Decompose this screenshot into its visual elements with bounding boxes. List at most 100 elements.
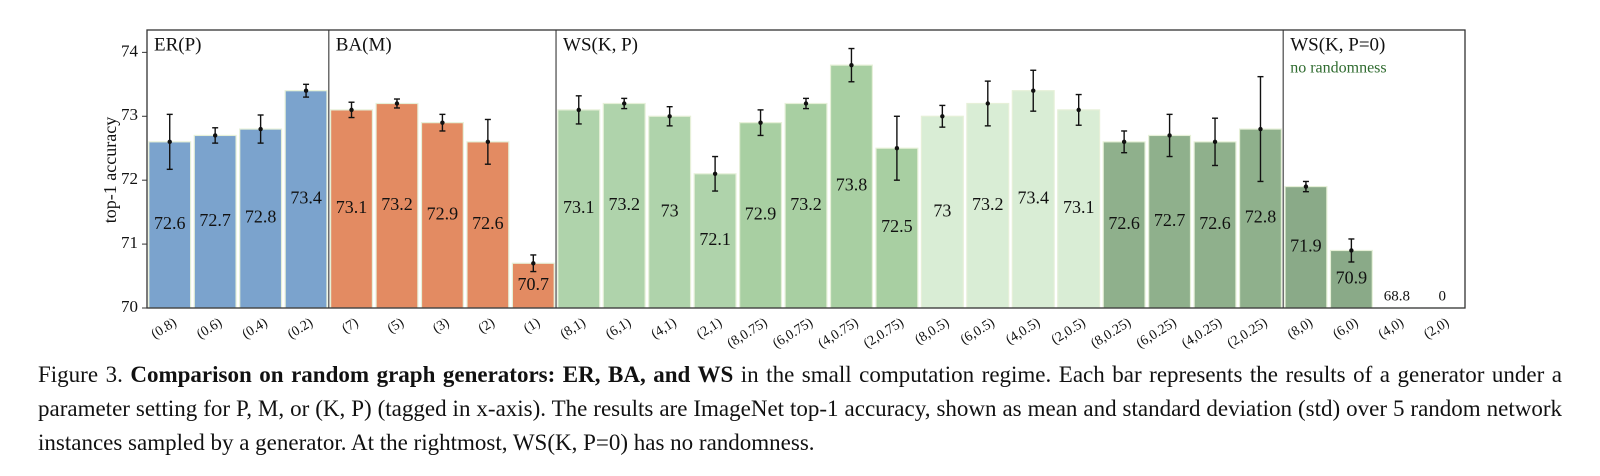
bar [784,102,828,308]
value-label: 73.4 [1017,187,1049,207]
mean-dot [258,126,263,132]
value-label: 72.1 [699,229,731,249]
x-tick-label: (0.2) [285,315,316,342]
y-tick-label: 70 [121,297,138,316]
mean-dot [803,101,809,106]
mean-dot [440,120,445,125]
x-tick-label: (6,0) [1331,315,1362,342]
mean-dot [485,139,491,145]
x-tick-label: (2,0.75) [861,315,907,351]
mean-dot [940,114,945,119]
panel-title: BA(M) [336,34,392,55]
x-tick-label: (8,0.25) [1088,315,1134,351]
x-tick-label: (4,0.75) [816,315,862,351]
x-tick-label: (8,0.75) [725,315,771,351]
value-label: 72.5 [881,216,913,236]
x-tick-label: (6,1) [603,315,634,342]
panel-title: WS(K, P=0) [1290,34,1385,55]
value-label: 71.9 [1290,235,1322,255]
bar [1057,109,1101,308]
value-label: 72.7 [199,210,231,230]
mean-dot [1031,88,1036,93]
plot-frame [146,29,1466,309]
bar [1011,90,1055,308]
mean-dot [394,101,400,106]
value-label: 70.9 [1336,267,1368,287]
value-label: 73.2 [608,194,640,214]
x-tick-label: (4,0.5) [1003,315,1043,348]
value-label: 72.8 [245,207,277,227]
bar [466,141,510,308]
mean-dot [212,133,218,138]
value-label: 73 [933,200,951,220]
value-label: 68.8 [1384,288,1410,304]
bar [648,115,692,308]
bar [1284,185,1328,308]
value-label: 73.2 [381,194,413,214]
bar [557,109,601,308]
mean-dot [1121,139,1127,145]
bar [193,134,237,308]
x-tick-label: (4,0) [1376,315,1407,342]
bar [375,102,419,308]
x-tick-label: (1) [521,315,543,337]
bar [239,128,283,308]
x-tick-label: (6,0.75) [770,315,816,351]
mean-dot [349,107,354,113]
x-tick-label: (2) [476,315,498,337]
panel-title: WS(K, P) [563,34,638,55]
bar [284,90,328,308]
value-label: 72.6 [472,213,504,233]
bar [420,122,464,308]
x-tick-label: (2,0.25) [1225,315,1271,351]
mean-dot [985,101,990,106]
y-tick-label: 74 [121,41,139,60]
x-tick-label: (0.8) [149,315,180,342]
value-label: 73.2 [790,194,822,214]
mean-dot [1076,107,1081,113]
mean-dot [758,120,763,125]
caption-text: in the small computation regime. Each ba… [38,362,1562,455]
value-label: 73.1 [336,197,368,217]
value-label: 70.7 [518,274,550,294]
x-tick-label: (8,1) [558,315,589,342]
bar [330,109,374,308]
caption-bold: Comparison on random graph generators: E… [130,362,734,387]
y-tick-label: 73 [121,105,138,124]
x-tick-label: (4,0.25) [1179,315,1225,351]
x-tick-label: (8,0) [1285,315,1316,342]
x-tick-label: (6,0.25) [1134,315,1180,351]
value-label: 73.2 [972,194,1004,214]
mean-dot [167,139,172,145]
x-tick-label: (2,1) [694,315,725,342]
mean-dot [712,171,718,176]
value-label: 72.8 [1245,207,1277,227]
value-label: 73.4 [290,187,322,207]
mean-dot [1258,126,1263,132]
x-tick-label: (0.6) [194,315,225,342]
mean-dot [576,107,581,113]
x-tick-label: (4,1) [649,315,680,342]
mean-dot [1212,139,1218,145]
x-tick-label: (8,0.5) [913,315,953,348]
value-label: 73.1 [1063,197,1095,217]
bar [920,115,964,308]
x-tick-label: (2,0) [1421,315,1452,342]
value-label: 72.7 [1154,210,1186,230]
mean-dot [531,261,536,266]
mean-dot [667,114,672,119]
chart: top-1 accuracy 70 71 72 73 74 ER(P) 72.6 (0.8) 7… [100,29,1466,352]
x-tick-label: (5) [385,315,407,337]
value-label: 72.9 [745,203,777,223]
mean-dot [1167,133,1172,138]
value-label: 73 [661,200,679,220]
x-tick-label: (6,0.5) [958,315,998,348]
y-axis-title: top-1 accuracy [100,117,120,223]
value-label: 72.6 [1108,213,1140,233]
value-label: 73.1 [563,197,595,217]
value-label: 73.8 [836,175,868,195]
y-tick-label: 72 [121,169,138,188]
x-tick-label: (7) [340,315,362,337]
mean-dot [849,62,854,68]
